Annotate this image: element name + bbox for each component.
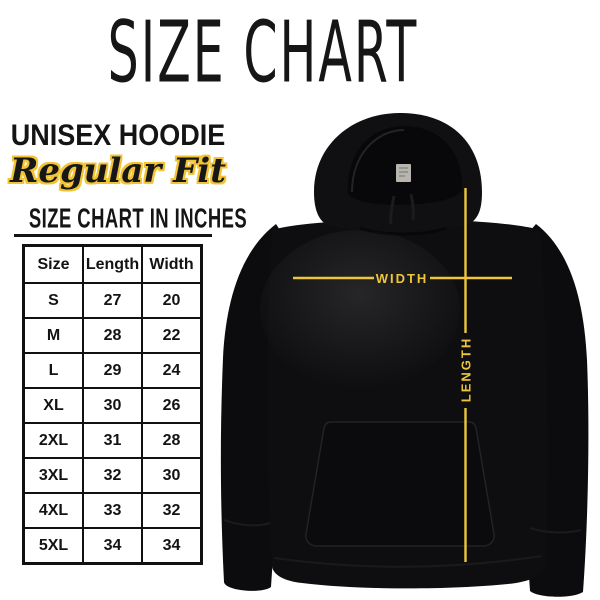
cell-length: 33	[82, 492, 143, 529]
size-row-xl: XL 30 26	[22, 387, 203, 424]
cell-length: 32	[82, 457, 143, 494]
drawstring-left	[389, 195, 396, 225]
cell-width: 24	[141, 352, 203, 389]
fit-label: Regular Fit	[10, 151, 226, 191]
fabric-sheen	[260, 230, 460, 390]
size-row-l: L 29 24	[22, 352, 203, 389]
right-cuff-seam	[529, 527, 582, 534]
size-row-2xl: 2XL 31 28	[22, 422, 203, 459]
cell-length: 27	[82, 282, 143, 319]
width-label: WIDTH	[375, 271, 429, 286]
hoodie-photo	[210, 100, 600, 600]
neck-tag-icon	[396, 164, 411, 182]
cell-width: 32	[141, 492, 203, 529]
cell-size: L	[22, 352, 84, 389]
col-header-length: Length	[82, 244, 143, 284]
product-name: UNISEX HOODIE	[10, 119, 226, 152]
hem-seam	[273, 555, 543, 568]
cell-size: 4XL	[22, 492, 84, 529]
cell-size: M	[22, 317, 84, 354]
page-title: SIZE CHART	[107, 4, 419, 103]
cell-width: 26	[141, 387, 203, 424]
cell-length: 30	[82, 387, 143, 424]
table-heading-text: SIZE CHART IN INCHES	[28, 204, 248, 234]
cell-size: S	[22, 282, 84, 319]
neckline-shadow	[359, 226, 447, 236]
hoodie-illustration	[220, 112, 589, 597]
cell-size: 3XL	[22, 457, 84, 494]
size-row-5xl: 5XL 34 34	[22, 527, 203, 565]
cell-size: 2XL	[22, 422, 84, 459]
kangaroo-pocket	[305, 421, 495, 547]
col-header-width: Width	[141, 244, 203, 284]
size-row-3xl: 3XL 32 30	[22, 457, 203, 494]
cell-width: 30	[141, 457, 203, 494]
cell-length: 34	[82, 527, 143, 565]
cell-width: 22	[141, 317, 203, 354]
hood-rim-highlight	[351, 129, 405, 193]
size-table-header-row: Size Length Width	[22, 244, 203, 284]
neck-tag-text-lines	[399, 167, 408, 177]
size-row-s: S 27 20	[22, 282, 203, 319]
cell-length: 28	[82, 317, 143, 354]
length-label: LENGTH	[458, 336, 474, 403]
cell-length: 31	[82, 422, 143, 459]
left-cuff-seam	[223, 519, 271, 527]
cell-size: XL	[22, 387, 84, 424]
cell-length: 29	[82, 352, 143, 389]
size-row-4xl: 4XL 33 32	[22, 492, 203, 529]
cell-width: 20	[141, 282, 203, 319]
size-table: Size Length Width S 27 20 M 28 22 L 29 2…	[22, 244, 203, 565]
cell-width: 34	[141, 527, 203, 565]
table-heading: SIZE CHART IN INCHES	[14, 204, 247, 237]
size-row-m: M 28 22	[22, 317, 203, 354]
drawstring-right	[409, 193, 415, 221]
cell-width: 28	[141, 422, 203, 459]
col-header-size: Size	[22, 244, 84, 284]
cell-size: 5XL	[22, 527, 84, 565]
